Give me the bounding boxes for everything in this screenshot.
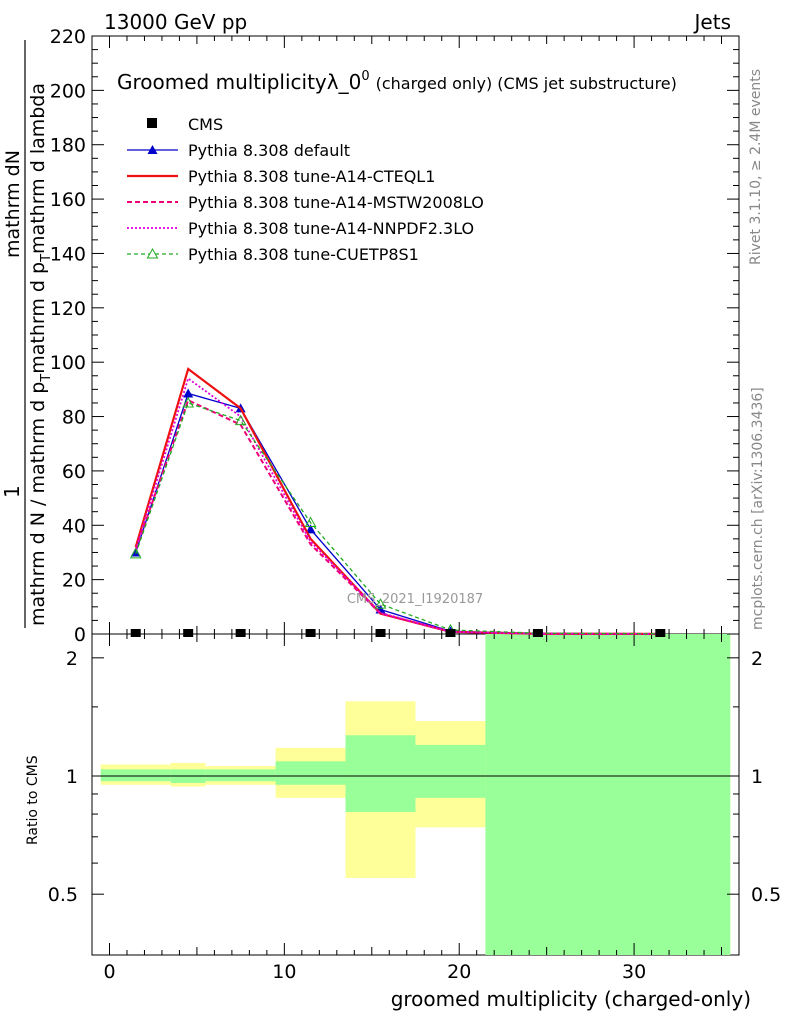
- cms-data-point: [375, 629, 386, 637]
- legend-cms-label: CMS: [188, 115, 223, 134]
- ratio-bands: [100, 634, 731, 955]
- x-tick-label: 10: [272, 961, 296, 983]
- y-tick-label: 20: [62, 570, 86, 592]
- chart-title: Groomed multiplicityλ_00 (charged only) (…: [117, 69, 677, 94]
- y-label-numerator-dn-text: mathrm d: [2, 164, 24, 258]
- y-tick-label: 200: [50, 80, 86, 102]
- y-label-numerator-n: N: [2, 150, 24, 164]
- ratio-tick-label-left: 0.5: [48, 884, 78, 906]
- cms-data-point: [532, 629, 543, 637]
- series-marker: [182, 396, 195, 408]
- series-line: [134, 398, 661, 635]
- y-label-denominator: mathrm d N / mathrm d pTmathrm d pTmathr…: [27, 83, 54, 626]
- cms-data-point: [183, 629, 194, 637]
- series-marker: [305, 524, 316, 534]
- y-label-den-left: mathrm d N / mathrm d p: [27, 382, 49, 626]
- series-line: [135, 402, 661, 635]
- x-axis-label: groomed multiplicity (charged-only): [391, 987, 751, 1011]
- series-line: [134, 377, 661, 635]
- ratio-band-green: [100, 769, 171, 782]
- y-label-den-sub-t-1: T: [39, 374, 54, 383]
- header-jets-label: Jets: [693, 10, 731, 34]
- cms-data-point: [235, 629, 246, 637]
- series-lines: [129, 367, 661, 636]
- ratio-tick-label-left: 2: [66, 648, 78, 670]
- y-tick-label: 0: [74, 624, 86, 646]
- series-marker: [234, 414, 247, 426]
- main-axis-ticks: 0 20 40 60 80 100 120 140 160 180 200 220: [50, 26, 739, 646]
- y-label-numerator-one: 1: [0, 485, 24, 498]
- rivet-label: Rivet 3.1.10, ≥ 2.4M events: [748, 69, 764, 265]
- y-tick-label: 100: [50, 352, 86, 374]
- ratio-tick-label-left: 1: [66, 766, 78, 788]
- analysis-watermark: CMS_2021_I1920187: [347, 592, 483, 607]
- legend-label: Pythia 8.308 tune-A14-NNPDF2.3LO: [188, 219, 474, 238]
- y-tick-label: 60: [62, 461, 86, 483]
- cms-data-point: [655, 629, 666, 637]
- chart-title-sup: 0: [361, 69, 369, 84]
- y-label-den-rest: mathrm d lambda: [27, 83, 49, 254]
- legend-label: Pythia 8.308 tune-CUETP8S1: [188, 245, 419, 264]
- x-tick-label: 20: [447, 961, 471, 983]
- y-tick-label: 40: [62, 515, 86, 537]
- series-marker: [304, 516, 317, 528]
- chart-title-main: Groomed multiplicityλ_0: [117, 70, 361, 94]
- y-tick-label: 140: [50, 243, 86, 265]
- cms-data-point: [130, 629, 141, 637]
- legend-label: Pythia 8.308 default: [188, 141, 350, 160]
- series-marker: [129, 547, 142, 559]
- x-tick-label: 30: [622, 961, 646, 983]
- y-axis-label: 1 mathrm dN mathrm d N / mathrm d pTmath…: [0, 40, 54, 628]
- ratio-axis-ticks: 0.5 0.5 1 1 2 2: [48, 648, 781, 906]
- ratio-tick-label-right: 2: [751, 648, 763, 670]
- cms-data-point: [305, 629, 316, 637]
- legend-marker: [146, 247, 159, 259]
- header-energy-label: 13000 GeV pp: [104, 10, 247, 34]
- y-label-den-sub-t-2: T: [39, 254, 54, 263]
- mcplots-label: mcplots.cern.ch [arXiv:1306.3436]: [750, 387, 766, 630]
- legend-marker: [147, 145, 158, 154]
- ratio-band-green: [275, 761, 346, 785]
- chart-title-suffix: (charged only) (CMS jet substructure): [376, 74, 677, 93]
- ratio-band-green: [345, 735, 416, 812]
- y-tick-label: 120: [50, 298, 86, 320]
- y-tick-label: 160: [50, 189, 86, 211]
- ratio-y-label: Ratio to CMS: [25, 755, 41, 845]
- series-marker: [374, 598, 387, 609]
- cms-data-points: [130, 629, 666, 637]
- y-tick-label: 220: [50, 26, 86, 48]
- legend-label: Pythia 8.308 tune-A14-MSTW2008LO: [188, 193, 484, 212]
- x-axis-ticks: 0 10 20 30: [91, 36, 740, 983]
- y-tick-label: 180: [50, 135, 86, 157]
- legend-label: Pythia 8.308 tune-A14-CTEQL1: [188, 167, 435, 186]
- ratio-band-green: [415, 744, 486, 798]
- legend: CMS Pythia 8.308 default Pythia 8.308 tune…: [127, 115, 484, 264]
- ratio-band-green: [205, 769, 276, 782]
- ratio-tick-label-right: 0.5: [751, 884, 781, 906]
- series-marker: [183, 388, 194, 398]
- y-tick-label: 80: [62, 407, 86, 429]
- y-label-numerator-dn: mathrm dN: [2, 150, 24, 258]
- y-label-den-right: mathrm d p: [27, 262, 49, 374]
- cms-data-point: [445, 629, 456, 637]
- ratio-tick-label-right: 1: [751, 766, 763, 788]
- ratio-band-green: [485, 634, 731, 955]
- x-tick-label: 0: [103, 961, 115, 983]
- legend-cms-marker: [147, 118, 157, 128]
- ratio-plot-frame: [91, 633, 740, 956]
